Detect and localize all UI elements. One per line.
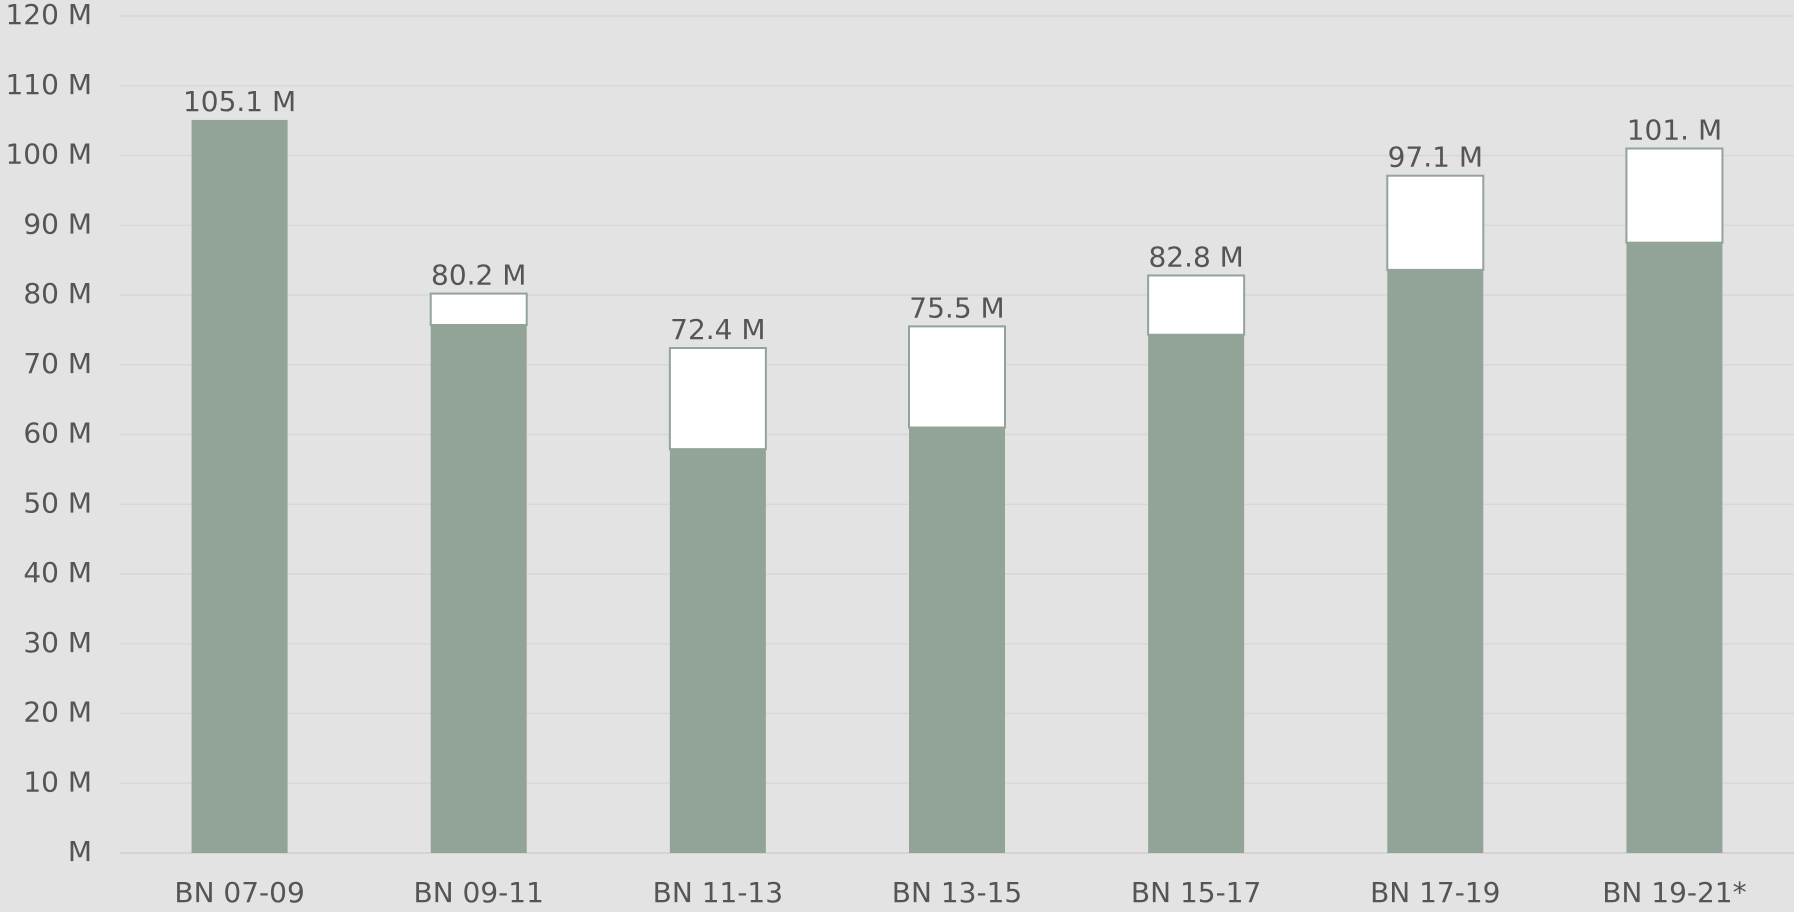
y-tick-label: 120 M xyxy=(5,0,92,31)
bar-segment xyxy=(430,324,527,853)
x-tick-label: BN 09-11 xyxy=(414,876,544,909)
y-tick-label: 60 M xyxy=(23,417,92,450)
y-tick-label: 110 M xyxy=(5,68,92,101)
bar-segment xyxy=(191,119,288,854)
bar-segment xyxy=(1387,269,1484,853)
y-tick-label: 10 M xyxy=(23,765,92,798)
value-label: 72.4 M xyxy=(670,313,765,346)
value-label: 75.5 M xyxy=(909,291,1004,324)
y-tick-label: 70 M xyxy=(23,347,92,380)
bar-segment xyxy=(909,427,1005,853)
y-tick-label: 30 M xyxy=(23,626,92,659)
value-label: 105.1 M xyxy=(183,85,296,118)
bar-segment xyxy=(1626,242,1723,853)
y-tick-label: 40 M xyxy=(23,556,92,589)
bar-segment xyxy=(669,449,766,853)
x-tick-label: BN 13-15 xyxy=(892,876,1022,909)
value-label: 80.2 M xyxy=(431,259,526,292)
value-label: 101. M xyxy=(1627,114,1722,147)
value-label: 82.8 M xyxy=(1148,240,1243,273)
y-tick-label: 50 M xyxy=(23,486,92,519)
bar-segment xyxy=(1625,147,1724,244)
x-tick-label: BN 19-21* xyxy=(1602,876,1746,909)
bar-segment xyxy=(1386,174,1485,271)
y-tick-label: 80 M xyxy=(23,277,92,310)
bar-segment xyxy=(908,325,1006,429)
bar-segment xyxy=(1148,334,1245,853)
value-label: 97.1 M xyxy=(1388,141,1483,174)
y-tick-label: 100 M xyxy=(5,138,92,171)
y-tick-label: 20 M xyxy=(23,696,92,729)
x-tick-label: BN 11-13 xyxy=(653,876,783,909)
y-tick-label: 90 M xyxy=(23,207,92,240)
bar-segment xyxy=(429,292,528,326)
bar-segment xyxy=(668,347,767,451)
y-tick-label: M xyxy=(68,835,92,868)
bar-segment xyxy=(1147,274,1246,336)
x-tick-label: BN 15-17 xyxy=(1131,876,1261,909)
x-tick-label: BN 07-09 xyxy=(174,876,304,909)
x-tick-label: BN 17-19 xyxy=(1370,876,1500,909)
